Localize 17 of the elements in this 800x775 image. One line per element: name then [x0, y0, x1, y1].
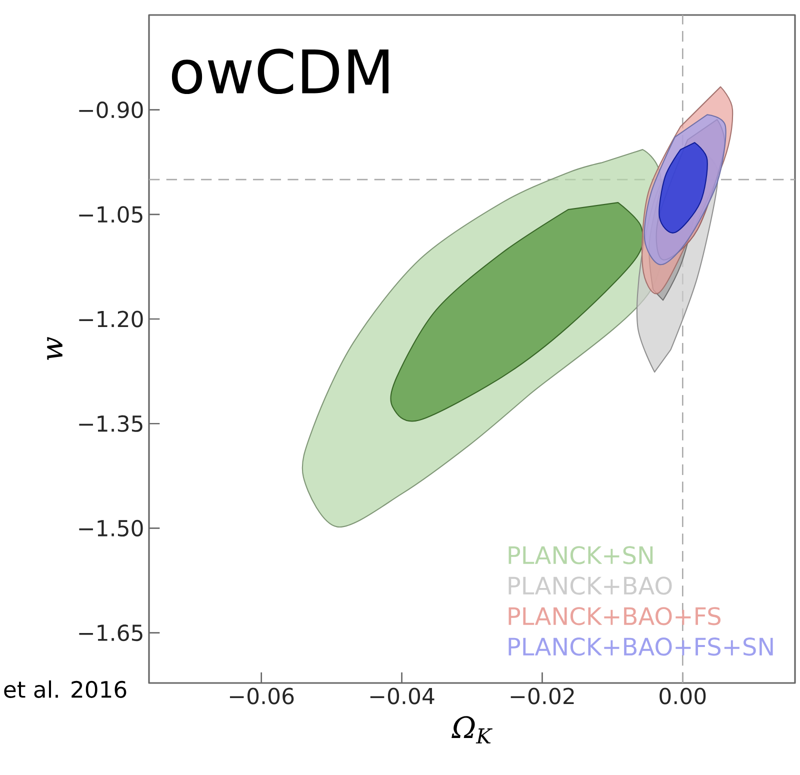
y-tick-label: −0.90 [79, 102, 143, 118]
text: PLANCK+SN [508, 546, 653, 564]
text: PLANCK+BAO+FS [508, 607, 721, 626]
x-tick-label: 0.00 [660, 688, 706, 704]
x-tick-label: −0.06 [230, 688, 294, 704]
x-tick-label: −0.04 [370, 688, 434, 704]
y-tick-label: −1.05 [79, 206, 142, 223]
text: PLANCK+BAO+FS+SN [508, 638, 773, 656]
y-tick-label: −1.35 [79, 415, 142, 432]
x-axis-title: Ω$_{K}$ [452, 716, 492, 744]
y-axis-title: w [47, 337, 62, 360]
y-tick-label: −1.20 [79, 310, 143, 328]
y-tick-label: −1.65 [79, 624, 142, 642]
y-tick-label: −1.50 [79, 520, 143, 537]
x-tick-label: −0.02 [510, 688, 574, 704]
text: et al. 2016 [4, 680, 126, 698]
chart-title: owCDM [172, 48, 388, 94]
